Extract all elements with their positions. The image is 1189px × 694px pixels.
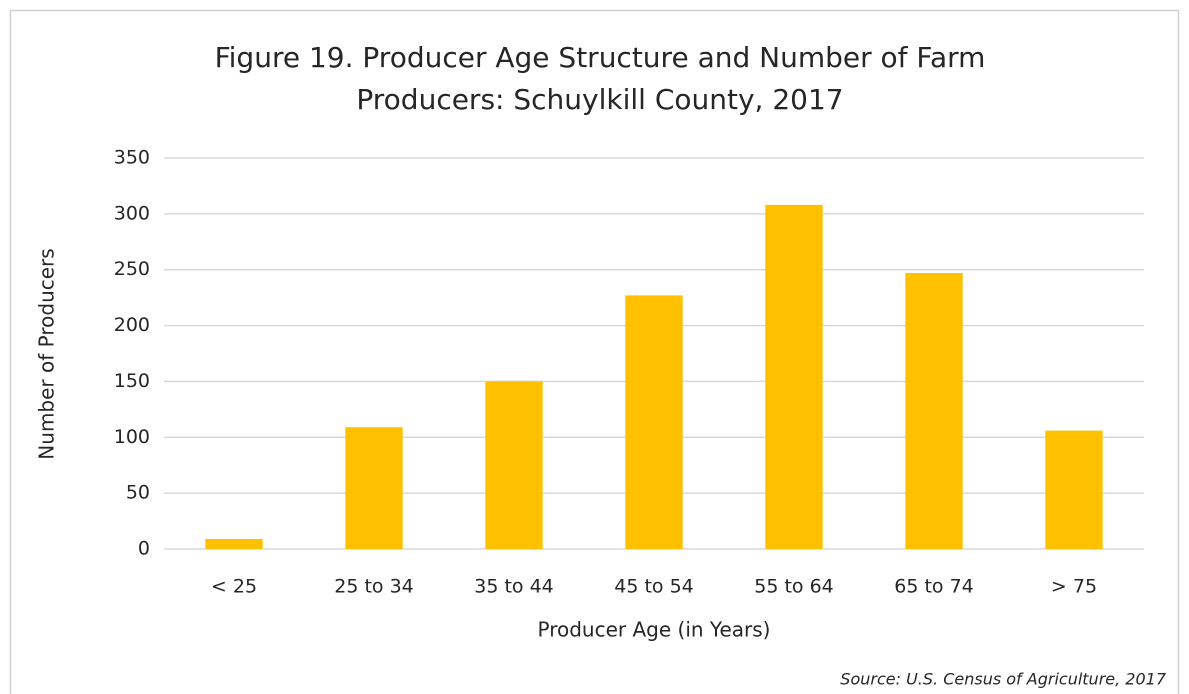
y-tick-label: 300 (114, 202, 150, 224)
bar (905, 273, 963, 549)
y-tick-label: 200 (114, 314, 150, 336)
bar (1045, 430, 1103, 549)
y-axis-title: Number of Producers (35, 248, 59, 459)
chart-title: Figure 19. Producer Age Structure and Nu… (215, 41, 986, 74)
bar (625, 295, 683, 549)
bar (765, 204, 823, 550)
y-tick-label: 50 (126, 482, 150, 504)
chart-title: Producers: Schuylkill County, 2017 (356, 83, 843, 116)
y-tick-label: 0 (138, 538, 150, 560)
y-tick-label: 350 (114, 147, 150, 169)
source-note: Source: U.S. Census of Agriculture, 2017 (840, 670, 1167, 689)
x-tick-label: 65 to 74 (894, 576, 974, 598)
bar (205, 538, 263, 549)
x-tick-label: 45 to 54 (614, 576, 694, 598)
x-tick-label: < 25 (211, 576, 257, 598)
x-tick-label: 55 to 64 (754, 576, 834, 598)
bar (345, 427, 403, 549)
y-tick-label: 150 (114, 370, 150, 392)
x-tick-label: 25 to 34 (334, 576, 414, 598)
bar (485, 381, 543, 549)
y-tick-label: 100 (114, 426, 150, 448)
x-tick-label: > 75 (1051, 576, 1097, 598)
x-tick-label: 35 to 44 (474, 576, 554, 598)
chart-border (9, 9, 1180, 694)
x-axis-title: Producer Age (in Years) (538, 618, 771, 642)
y-tick-label: 250 (114, 258, 150, 280)
